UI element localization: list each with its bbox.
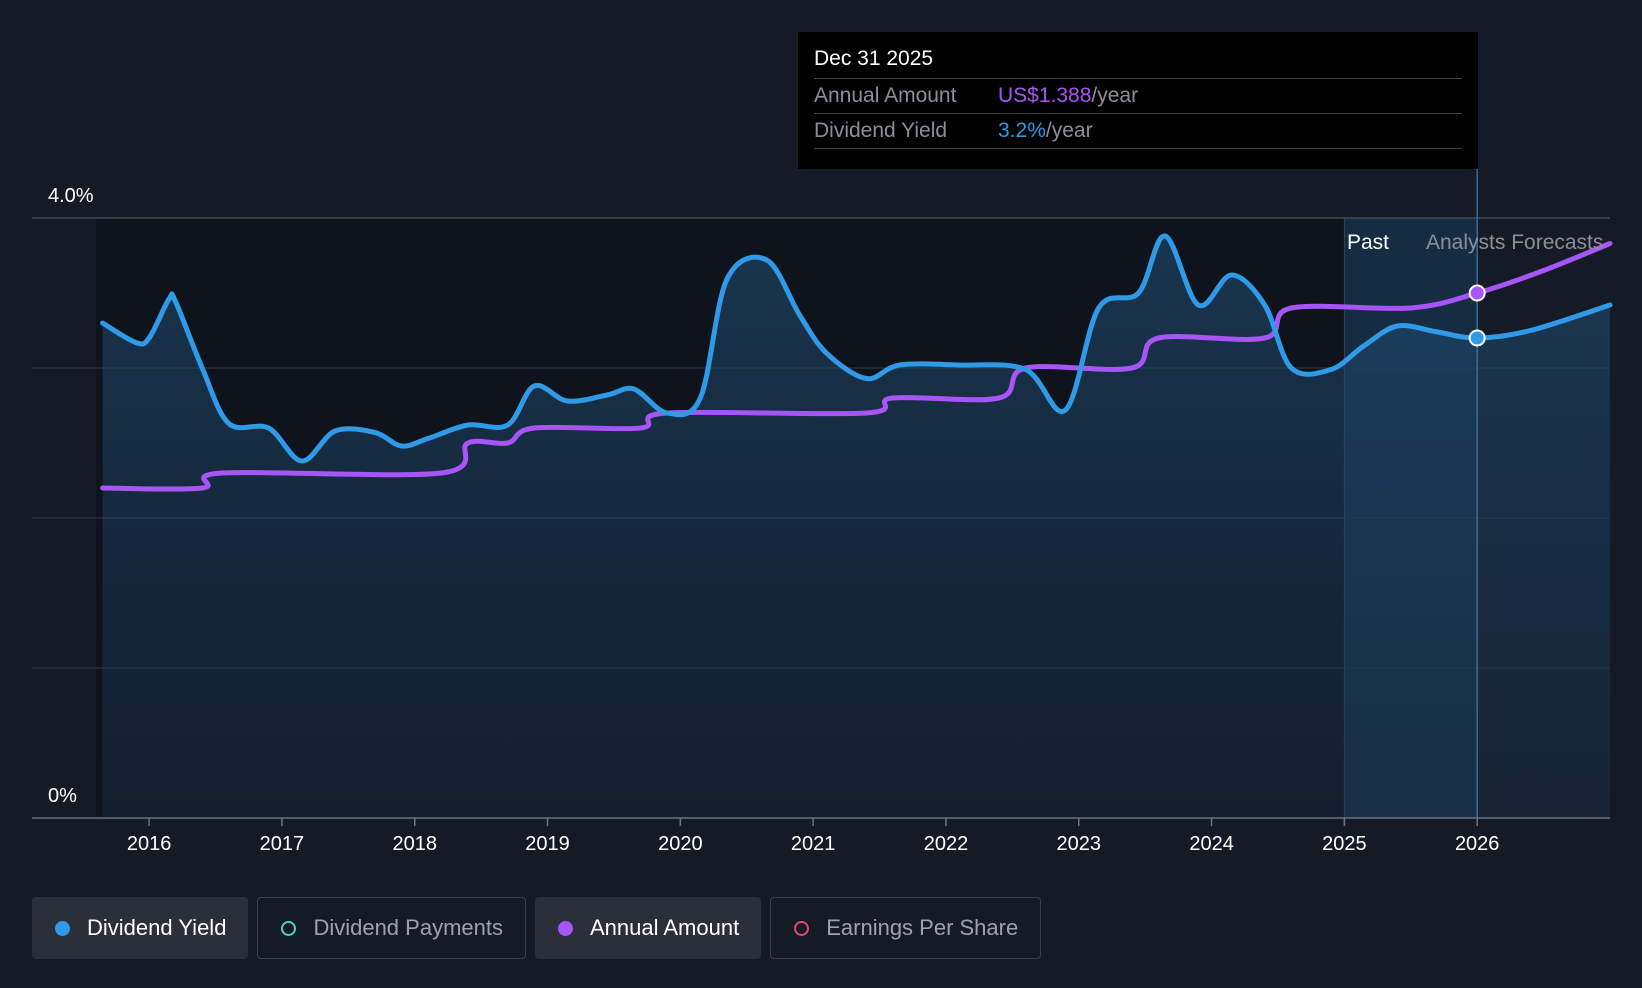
- tooltip-annual-row: Annual Amount US$1.388/year: [814, 79, 1462, 114]
- tooltip-yield-row: Dividend Yield 3.2%/year: [814, 114, 1462, 149]
- x-tick-label-2026: 2026: [1455, 833, 1500, 855]
- legend-earnings-per-share-label: Earnings Per Share: [826, 915, 1019, 940]
- annual-amount-marker: [1468, 284, 1486, 302]
- tooltip-annual-label: Annual Amount: [814, 84, 957, 107]
- x-tick-label-2019: 2019: [525, 833, 570, 855]
- legend-annual-amount-label: Annual Amount: [589, 915, 740, 940]
- dividend-yield-line[interactable]: [100, 233, 1613, 464]
- legend-annual-amount[interactable]: Annual Amount: [534, 897, 762, 959]
- y-tick-label-bottom: 0%: [48, 785, 77, 807]
- annual-amount-line[interactable]: [100, 241, 1613, 492]
- dividend-yield-area: [102, 235, 1611, 818]
- legend-dividend-payments-label: Dividend Payments: [313, 915, 503, 940]
- legend-dividend-payments[interactable]: Dividend Payments: [257, 897, 526, 959]
- x-axis-ticks: 2016 2017 2018 2019 2020 2021 2022 2023 2024 2025…: [127, 818, 1500, 855]
- x-tick-label-2025: 2025: [1322, 833, 1367, 855]
- legend-annual-amount-dot-icon: [557, 920, 573, 936]
- legend-dividend-yield-label: Dividend Yield: [87, 915, 227, 940]
- x-tick-label-2017: 2017: [260, 833, 305, 855]
- tooltip-yield-label: Dividend Yield: [814, 119, 948, 142]
- x-tick-label-2021: 2021: [791, 833, 836, 855]
- legend-earnings-per-share-dot-icon: [794, 920, 810, 936]
- x-tick-label-2024: 2024: [1189, 833, 1234, 855]
- tooltip-date: Dec 31 2025: [814, 44, 1462, 79]
- x-tick-label-2023: 2023: [1057, 833, 1102, 855]
- past-label: Past: [1347, 231, 1389, 254]
- tooltip-yield-value-group: 3.2%/year: [998, 114, 1093, 148]
- forecast-label: Analysts Forecasts: [1426, 231, 1603, 254]
- x-tick-label-2020: 2020: [658, 833, 703, 855]
- tooltip-yield-value: 3.2%: [998, 119, 1046, 142]
- chart-legend: Dividend Yield Dividend Payments Annual …: [32, 897, 1042, 959]
- x-tick-label-2016: 2016: [127, 833, 172, 855]
- dividend-yield-marker: [1468, 329, 1486, 347]
- tooltip-annual-unit: /year: [1091, 84, 1139, 107]
- x-tick-label-2022: 2022: [924, 833, 969, 855]
- legend-dividend-payments-dot-icon: [281, 920, 297, 936]
- tooltip-annual-value-group: US$1.388/year: [998, 79, 1138, 113]
- tooltip-annual-value: US$1.388: [998, 84, 1092, 107]
- legend-dividend-yield-dot-icon: [55, 920, 70, 936]
- x-tick-label-2018: 2018: [392, 833, 437, 855]
- chart-tooltip: Dec 31 2025 Annual Amount US$1.388/year …: [798, 32, 1478, 169]
- legend-earnings-per-share[interactable]: Earnings Per Share: [770, 897, 1042, 959]
- y-tick-label-top: 4.0%: [48, 185, 94, 207]
- tooltip-yield-unit: /year: [1045, 119, 1093, 142]
- legend-dividend-yield[interactable]: Dividend Yield: [32, 897, 249, 959]
